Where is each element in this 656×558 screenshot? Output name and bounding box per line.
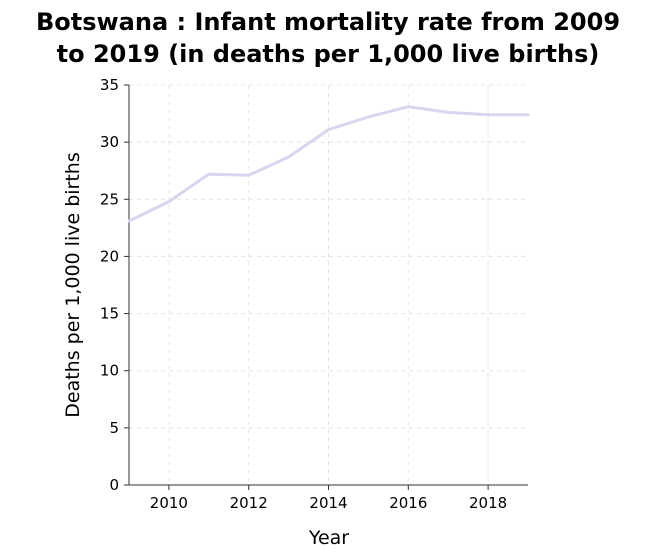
series-line <box>127 105 530 223</box>
data-point <box>287 155 291 159</box>
x-tick-label: 2016 <box>389 494 427 512</box>
chart-title-line-2: to 2019 (in deaths per 1,000 live births… <box>56 40 600 68</box>
y-tick-label: 5 <box>109 419 119 437</box>
y-tick-label: 20 <box>100 247 119 265</box>
data-point <box>127 219 131 223</box>
tick-labels: 0 5 10 15 20 25 30 35 2010 2012 2014 2016 2018 <box>100 76 507 512</box>
gridlines <box>129 84 528 485</box>
y-tick-label: 30 <box>100 133 119 151</box>
series-group <box>127 105 530 223</box>
y-tick-label: 0 <box>109 476 119 494</box>
data-point <box>247 173 251 177</box>
data-point <box>406 105 410 109</box>
data-point <box>167 200 171 204</box>
chart-title: Botswana : Infant mortality rate from 20… <box>0 6 656 70</box>
y-tick-label: 25 <box>100 190 119 208</box>
y-tick-label: 35 <box>100 76 119 94</box>
data-point <box>207 172 211 176</box>
x-tick-label: 2018 <box>469 494 507 512</box>
data-point <box>446 110 450 114</box>
x-axis-title: Year <box>308 527 349 549</box>
axes <box>124 84 528 490</box>
x-tick-label: 2010 <box>150 494 188 512</box>
x-tick-label: 2012 <box>230 494 268 512</box>
y-tick-label: 10 <box>100 362 119 380</box>
y-axis-title: Deaths per 1,000 live births <box>62 152 84 418</box>
data-point <box>526 113 530 117</box>
data-point <box>486 113 490 117</box>
chart-title-line-1: Botswana : Infant mortality rate from 20… <box>35 8 621 36</box>
data-point <box>366 115 370 119</box>
data-point <box>327 128 331 132</box>
x-tick-label: 2014 <box>309 494 347 512</box>
y-tick-label: 15 <box>100 305 119 323</box>
